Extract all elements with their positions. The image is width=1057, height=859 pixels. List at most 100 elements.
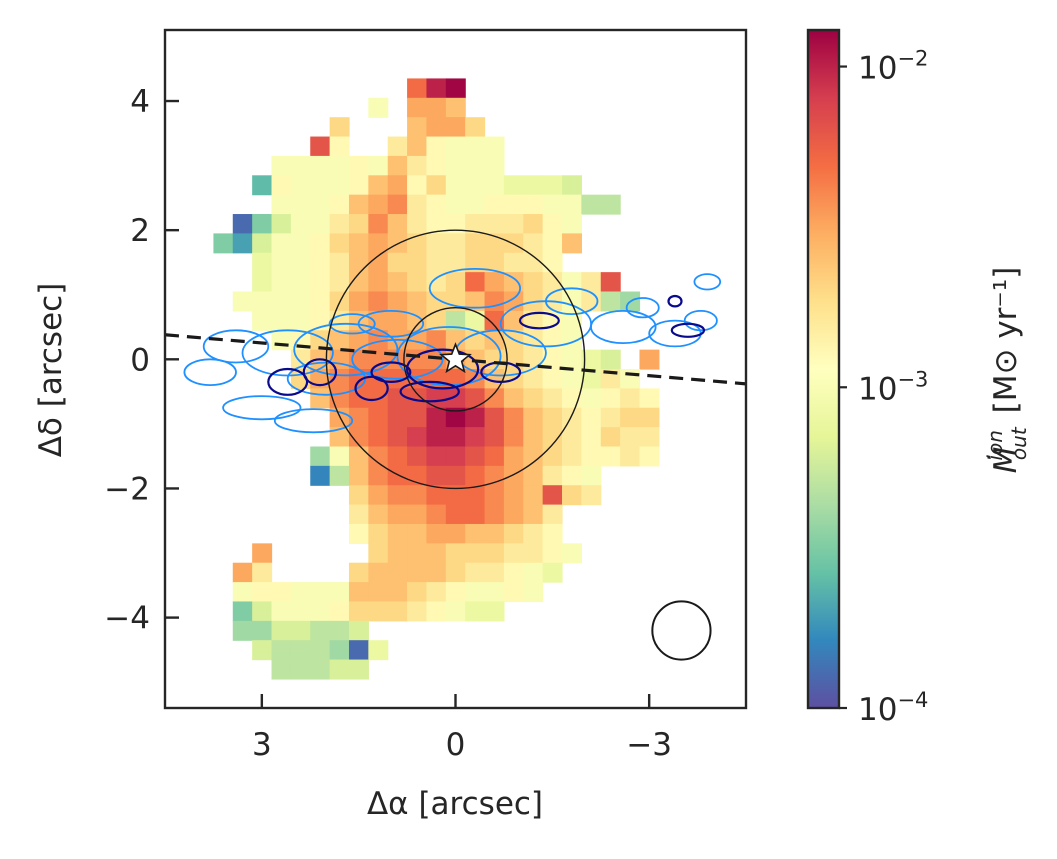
map-pixel bbox=[523, 523, 544, 544]
map-pixel bbox=[329, 601, 350, 622]
map-pixel bbox=[348, 194, 369, 215]
map-pixel bbox=[426, 465, 447, 486]
map-pixel bbox=[329, 620, 350, 641]
map-pixel bbox=[581, 369, 602, 389]
map-pixel bbox=[368, 214, 389, 234]
map-pixel bbox=[387, 543, 408, 564]
map-pixel bbox=[503, 427, 524, 448]
map-pixel bbox=[348, 640, 369, 661]
map-pixel bbox=[542, 465, 563, 486]
map-pixel bbox=[465, 233, 486, 254]
map-pixel bbox=[252, 252, 273, 273]
map-pixel bbox=[523, 562, 544, 583]
map-pixel bbox=[484, 562, 505, 583]
map-pixel bbox=[600, 291, 621, 312]
y-tick-label: −4 bbox=[104, 601, 150, 637]
map-pixel bbox=[484, 272, 505, 293]
map-pixel bbox=[387, 485, 408, 506]
map-pixel bbox=[252, 543, 273, 564]
map-pixel bbox=[407, 252, 428, 273]
map-pixel bbox=[252, 233, 273, 254]
map-pixel bbox=[329, 427, 350, 448]
map-pixel bbox=[523, 582, 544, 603]
map-pixel bbox=[348, 659, 369, 680]
map-pixel bbox=[484, 175, 505, 196]
map-pixel bbox=[639, 407, 660, 428]
map-pixel bbox=[252, 175, 273, 196]
map-pixel bbox=[426, 97, 447, 118]
map-pixel bbox=[310, 272, 331, 293]
map-pixel bbox=[368, 155, 389, 176]
map-pixel bbox=[562, 407, 582, 428]
map-pixel bbox=[387, 214, 408, 234]
map-pixel bbox=[232, 214, 253, 234]
map-pixel bbox=[271, 155, 292, 176]
map-pixel bbox=[387, 252, 408, 273]
map-pixel bbox=[542, 369, 563, 389]
map-pixel bbox=[484, 155, 505, 176]
map-pixel bbox=[465, 214, 486, 234]
x-tick-label: −3 bbox=[626, 727, 672, 763]
colorbar-label-units: [M⊙ yr⁻¹] bbox=[988, 267, 1024, 414]
map-pixel bbox=[484, 543, 505, 564]
map-pixel bbox=[562, 543, 582, 564]
map-pixel bbox=[407, 136, 428, 157]
map-pixel bbox=[387, 272, 408, 293]
colorbar-label-sub: out bbox=[1007, 426, 1031, 460]
map-pixel bbox=[542, 407, 563, 428]
map-pixel bbox=[465, 562, 486, 583]
map-pixel bbox=[329, 117, 350, 138]
map-pixel bbox=[484, 214, 505, 234]
y-tick-label: 0 bbox=[130, 342, 150, 378]
colorbar-frame bbox=[806, 28, 841, 710]
map-pixel bbox=[387, 136, 408, 157]
map-pixel bbox=[542, 388, 563, 409]
beam-circle bbox=[651, 600, 712, 661]
map-pixel bbox=[232, 620, 253, 641]
map-pixel bbox=[329, 175, 350, 196]
map-pixel bbox=[310, 291, 331, 312]
map-pixel bbox=[639, 446, 660, 467]
map-pixel bbox=[368, 97, 389, 118]
map-pixel bbox=[368, 504, 389, 525]
map-pixel bbox=[581, 407, 602, 428]
map-pixel bbox=[503, 407, 524, 428]
map-pixel bbox=[407, 407, 428, 428]
map-pixel bbox=[368, 175, 389, 196]
map-pixel bbox=[271, 582, 292, 603]
map-pixel bbox=[310, 465, 331, 486]
map-pixel bbox=[542, 446, 563, 467]
map-pixel bbox=[329, 136, 350, 157]
map-pixel bbox=[600, 388, 621, 409]
map-pixel bbox=[503, 582, 524, 603]
colorbar-tick-label: 10−4 bbox=[858, 688, 928, 728]
map-pixel bbox=[407, 194, 428, 215]
map-pixel bbox=[310, 446, 331, 467]
map-pixel bbox=[620, 369, 641, 389]
map-pixel bbox=[465, 485, 486, 506]
map-pixel bbox=[368, 446, 389, 467]
map-pixel bbox=[407, 291, 428, 312]
map-pixel bbox=[232, 233, 253, 254]
map-pixel bbox=[465, 117, 486, 138]
contour-outer bbox=[428, 267, 521, 309]
map-pixel bbox=[368, 582, 389, 603]
map-pixel bbox=[232, 291, 253, 312]
map-pixel bbox=[329, 659, 350, 680]
map-pixel bbox=[465, 582, 486, 603]
map-pixel bbox=[290, 640, 311, 661]
map-pixel bbox=[581, 272, 602, 293]
map-pixel bbox=[465, 427, 486, 448]
map-pixel bbox=[445, 446, 466, 467]
map-pixel bbox=[503, 252, 524, 273]
map-pixel bbox=[387, 291, 408, 312]
map-pixel bbox=[503, 485, 524, 506]
map-pixel bbox=[348, 582, 369, 603]
map-pixel bbox=[620, 388, 641, 409]
map-pixel bbox=[484, 446, 505, 467]
map-pixel bbox=[523, 233, 544, 254]
map-pixel bbox=[426, 543, 447, 564]
map-pixel bbox=[562, 465, 582, 486]
map-pixel bbox=[465, 291, 486, 312]
